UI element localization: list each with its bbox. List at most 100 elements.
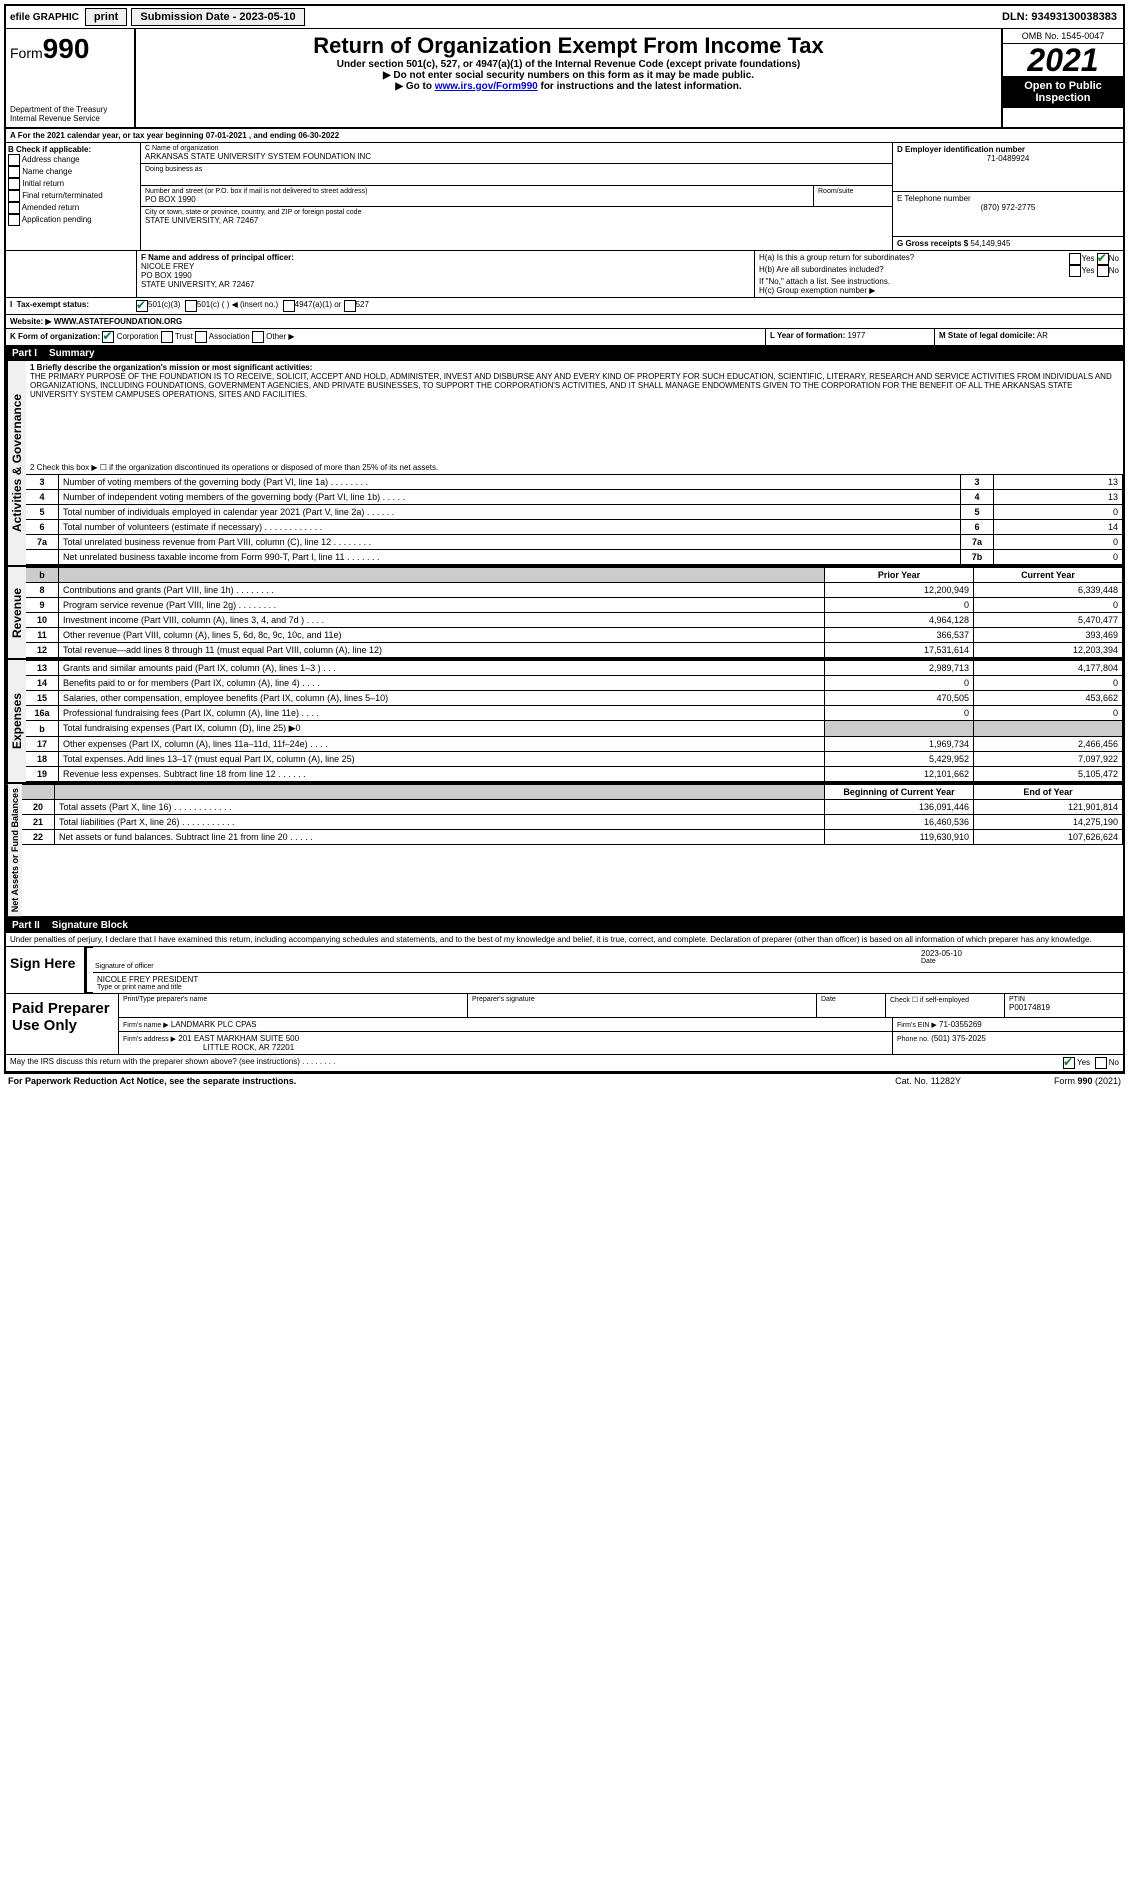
box-c-label: C Name of organization [145,145,888,152]
efile-label: efile GRAPHIC [6,10,83,25]
sig-name-label: Type or print name and title [97,984,1119,991]
firm-phone: (501) 375-2025 [931,1034,986,1043]
sig-name: NICOLE FREY PRESIDENT [97,975,1119,984]
h-c: H(c) Group exemption number ▶ [759,286,1119,295]
discuss-text: May the IRS discuss this return with the… [10,1057,1063,1069]
part2-header: Part II Signature Block [6,918,1123,933]
box-g-label: G Gross receipts $ [897,239,968,248]
part1-label: Part I [12,348,49,359]
phone: (870) 972-2775 [897,203,1119,212]
ptin-label: PTIN [1009,996,1119,1003]
irs-link[interactable]: www.irs.gov/Form990 [435,81,538,92]
ha-no[interactable] [1097,253,1109,265]
governance-table: 3Number of voting members of the governi… [26,474,1123,565]
h-a: H(a) Is this a group return for subordin… [759,253,1069,265]
paid-label: Paid Preparer Use Only [6,994,118,1054]
form-prefix: Form [10,45,43,61]
box-d-label: D Employer identification number [897,145,1119,154]
m-label: M State of legal domicile: [939,331,1035,340]
chk-501c3[interactable] [136,300,148,312]
tax-status-row: I Tax-exempt status: 501(c)(3) 501(c) ( … [6,298,1123,315]
vert-netassets: Net Assets or Fund Balances [6,784,22,916]
yes-label: Yes [1077,1058,1090,1067]
vert-revenue: Revenue [6,567,26,658]
irs-label: Internal Revenue Service [10,114,130,123]
officer-block: F Name and address of principal officer:… [6,251,1123,298]
sign-here-label: Sign Here [6,947,84,993]
firm-ein-label: Firm's EIN ▶ [897,1022,937,1029]
opt-trust: Trust [175,332,193,341]
opt-501c3: 501(c)(3) [148,300,180,312]
part2-label: Part II [12,920,52,931]
chk-4947[interactable] [283,300,295,312]
chk-assoc[interactable] [195,331,207,343]
mission-text: THE PRIMARY PURPOSE OF THE FOUNDATION IS… [30,372,1119,399]
hb-no[interactable] [1097,265,1109,277]
org-name: ARKANSAS STATE UNIVERSITY SYSTEM FOUNDAT… [145,152,888,161]
ein: 71-0489924 [897,154,1119,163]
gross-receipts: 54,149,945 [970,239,1010,248]
hb-yes[interactable] [1069,265,1081,277]
officer-addr2: STATE UNIVERSITY, AR 72467 [141,280,750,289]
ptin: P00174819 [1009,1003,1119,1012]
box-e-label: E Telephone number [897,194,1119,203]
j-label: Website: ▶ [10,317,52,326]
form-title: Return of Organization Exempt From Incom… [140,33,997,59]
firm-name: LANDMARK PLC CPAS [171,1020,257,1029]
officer-addr1: PO BOX 1990 [141,271,750,280]
subtitle-1: Under section 501(c), 527, or 4947(a)(1)… [140,59,997,70]
prep-name-label: Print/Type preparer's name [123,996,463,1003]
chk-application-pending[interactable] [8,214,20,226]
discuss-yes[interactable] [1063,1057,1075,1069]
form-ref: Form 990 (2021) [961,1076,1121,1086]
l-label: L Year of formation: [770,331,845,340]
prep-sig-label: Preparer's signature [472,996,812,1003]
discuss-row: May the IRS discuss this return with the… [6,1055,1123,1072]
chk-name-change[interactable] [8,166,20,178]
chk-initial-return[interactable] [8,178,20,190]
street-addr: PO BOX 1990 [145,195,809,204]
klm-row: K Form of organization: Corporation Trus… [6,329,1123,346]
part1-title: Summary [49,348,95,359]
officer-name: NICOLE FREY [141,262,750,271]
firm-addr1: 201 EAST MARKHAM SUITE 500 [178,1034,299,1043]
chk-527[interactable] [344,300,356,312]
box-f-label: F Name and address of principal officer: [141,253,750,262]
cat-no: Cat. No. 11282Y [895,1076,961,1086]
open-inspection: Open to Public Inspection [1003,76,1123,108]
period-line: A For the 2021 calendar year, or tax yea… [6,129,1123,143]
self-employed: Check ☐ if self-employed [886,994,1005,1017]
dba-label: Doing business as [145,166,888,173]
form-container: efile GRAPHIC print Submission Date - 20… [4,4,1125,1074]
chk-final-return-terminated[interactable] [8,190,20,202]
chk-address-change[interactable] [8,154,20,166]
discuss-no[interactable] [1095,1057,1107,1069]
opt-corp: Corporation [117,332,159,341]
k-label: K Form of organization: [10,332,100,341]
box-b-label: B Check if applicable: [8,145,138,154]
opt-527: 527 [356,300,369,312]
vert-expenses: Expenses [6,660,26,782]
chk-501c[interactable] [185,300,197,312]
ha-yes[interactable] [1069,253,1081,265]
pra-notice: For Paperwork Reduction Act Notice, see … [8,1076,895,1086]
sig-officer-label: Signature of officer [95,963,921,970]
part1-header: Part I Summary [6,346,1123,361]
sign-block: Sign Here Signature of officer 2023-05-1… [6,947,1123,994]
chk-corp[interactable] [102,331,114,343]
netassets-table: Beginning of Current YearEnd of Year20To… [22,784,1123,845]
chk-trust[interactable] [161,331,173,343]
h-b: H(b) Are all subordinates included? [759,265,1069,277]
entity-block: B Check if applicable: Address change Na… [6,143,1123,251]
year-formed: 1977 [848,331,866,340]
opt-4947: 4947(a)(1) or [295,300,342,312]
part2-title: Signature Block [52,920,128,931]
print-button[interactable]: print [85,8,127,26]
chk-amended-return[interactable] [8,202,20,214]
domicile: AR [1037,331,1048,340]
firm-phone-label: Phone no. [897,1036,929,1043]
h-note: If "No," attach a list. See instructions… [759,277,1119,286]
firm-name-label: Firm's name ▶ [123,1022,169,1029]
mission-label: 1 Briefly describe the organization's mi… [30,363,1119,372]
chk-other[interactable] [252,331,264,343]
